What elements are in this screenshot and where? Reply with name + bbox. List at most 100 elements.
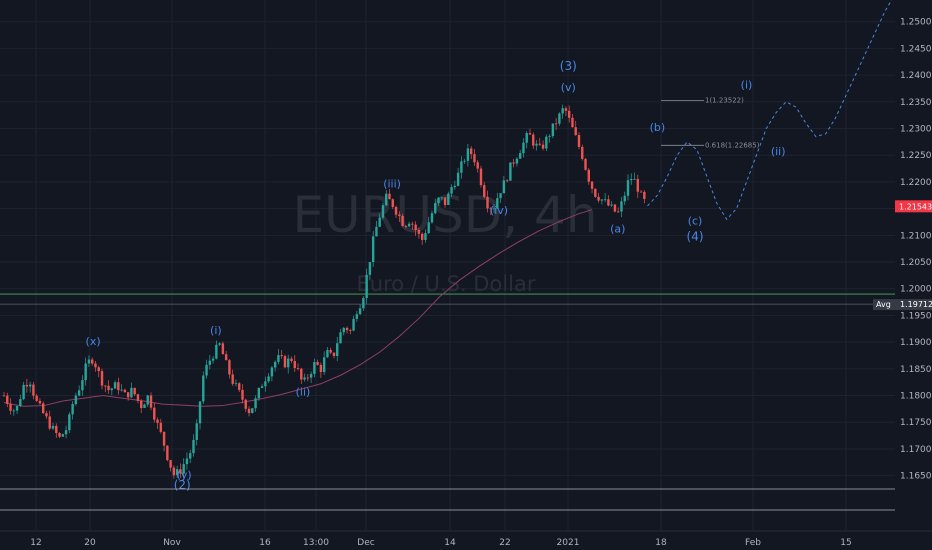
- y-tick-label: 1.20500: [900, 258, 932, 268]
- candle-body: [42, 403, 45, 414]
- candle-body: [156, 419, 159, 423]
- x-tick-label: 13:00: [303, 538, 329, 548]
- candle-body: [411, 223, 414, 225]
- y-tick-label: 1.24000: [900, 71, 932, 81]
- candle-body: [241, 389, 244, 400]
- candle-body: [630, 178, 633, 181]
- fibonacci-levels: 1(1.23522) 0.618(1.22685): [661, 97, 760, 149]
- candle-body: [329, 349, 332, 353]
- candle-body: [551, 123, 555, 137]
- candle-body: [349, 330, 352, 331]
- x-tick-label: 20: [84, 538, 96, 548]
- y-tick-label: 1.24500: [900, 44, 932, 54]
- candle-body: [251, 408, 254, 414]
- candle-body: [401, 215, 404, 227]
- candle-body: [61, 434, 65, 437]
- candle-body: [581, 146, 584, 159]
- candle-body: [12, 410, 16, 412]
- candle-body: [25, 384, 29, 387]
- watermark-symbol: EURUSD, 4h: [292, 186, 597, 244]
- candle-body: [535, 143, 538, 146]
- candle-body: [607, 199, 610, 206]
- candle-body: [636, 178, 639, 192]
- candle-body: [107, 385, 110, 391]
- candle-body: [430, 213, 434, 223]
- candle-body: [479, 168, 483, 186]
- candle-body: [473, 154, 476, 163]
- candle-body: [257, 387, 261, 399]
- wave-projection: [647, 0, 893, 221]
- candle-body: [140, 400, 143, 409]
- candle-body: [195, 423, 198, 440]
- candle-body: [345, 327, 349, 331]
- fib-level-label: 1(1.23522): [705, 97, 744, 105]
- price-axis-background: [895, 0, 932, 550]
- candle-body: [574, 127, 577, 136]
- wave-label: (iii): [383, 177, 401, 190]
- horizontal-lines: [0, 293, 895, 305]
- candle-body: [264, 381, 267, 387]
- candle-body: [300, 368, 303, 380]
- y-tick-label: 1.19000: [900, 338, 932, 348]
- candle-body: [427, 222, 430, 234]
- price-axis[interactable]: 1.25000 1.24500 1.24000 1.23500 1.23000 1.225…: [873, 0, 932, 550]
- candle-body: [185, 458, 189, 465]
- x-tick-label: Nov: [163, 538, 181, 548]
- candle-body: [38, 400, 42, 404]
- candle-body: [55, 425, 58, 434]
- candle-body: [28, 384, 32, 387]
- candle-body: [420, 233, 424, 240]
- candle-body: [352, 318, 355, 331]
- candle-body: [417, 230, 421, 234]
- candle-body: [84, 363, 87, 381]
- candle-body: [273, 361, 277, 368]
- candle-body: [94, 363, 97, 368]
- candle-body: [584, 158, 587, 170]
- wave-label: (x): [86, 335, 101, 348]
- wave-label: (ii): [771, 145, 786, 158]
- wave-label: (i): [210, 324, 222, 337]
- y-tick-label: 1.17000: [900, 445, 932, 455]
- candle-body: [509, 162, 512, 181]
- y-tick-label: 1.25000: [900, 18, 932, 28]
- candle-body: [309, 373, 313, 378]
- candle-body: [123, 389, 127, 393]
- candle-body: [198, 401, 202, 424]
- y-tick-label: 1.16500: [900, 472, 932, 482]
- average-price-value: 1.19712: [900, 300, 932, 309]
- candle-body: [466, 148, 470, 161]
- candle-body: [447, 193, 450, 205]
- time-axis[interactable]: 12 20 Nov 16 13:00 Dec 14 22 2021 18 Feb 15: [0, 530, 932, 548]
- wave-label: (i): [741, 78, 753, 91]
- candle-body: [267, 376, 270, 382]
- candle-body: [215, 344, 218, 359]
- candle-body: [623, 195, 626, 202]
- candle-body: [590, 181, 594, 189]
- wave-label: (4): [687, 230, 704, 244]
- elliott-wave-labels: (x) (i) (y)(2) (ii) (iii) (iv) (3) (v) (a) (b) (c)…: [86, 59, 786, 492]
- candle-body: [326, 349, 329, 358]
- last-price-tag: [895, 200, 932, 213]
- candle-body: [548, 136, 551, 137]
- candle-body: [179, 469, 182, 474]
- candle-body: [362, 298, 365, 309]
- candle-body: [192, 439, 195, 454]
- candle-body: [104, 385, 107, 387]
- candle-body: [616, 211, 620, 213]
- candle-body: [483, 185, 486, 197]
- wave-label: (3): [560, 59, 577, 73]
- candle-body: [293, 361, 296, 369]
- candle-body: [6, 395, 9, 404]
- x-tick-label: Dec: [357, 538, 374, 548]
- candle-body: [469, 148, 473, 155]
- candle-body: [371, 236, 375, 263]
- candle-body: [159, 422, 163, 432]
- candle-body: [319, 364, 323, 373]
- candle-body: [525, 133, 528, 143]
- candle-body: [512, 162, 515, 164]
- candle-body: [561, 108, 564, 114]
- fib-level-label: 0.618(1.22685): [705, 141, 760, 149]
- candle-body: [306, 377, 310, 379]
- x-tick-label: 16: [259, 538, 271, 548]
